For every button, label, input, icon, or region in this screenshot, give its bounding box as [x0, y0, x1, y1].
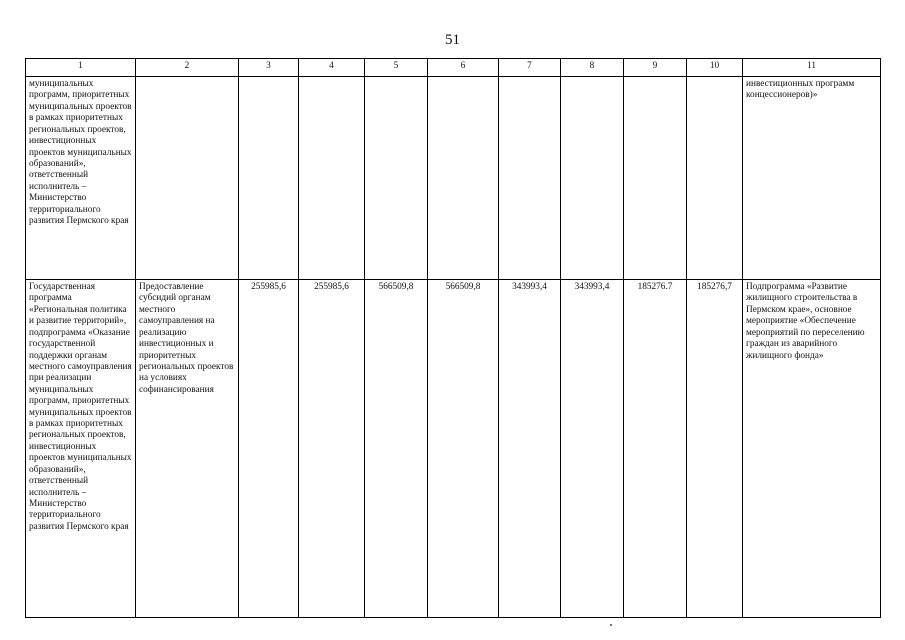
column-number: 11 — [742, 58, 881, 77]
column-number: 1 — [25, 58, 136, 77]
cell-program-name: Государственная программа «Региональная … — [25, 279, 136, 618]
column-number: 4 — [298, 58, 365, 77]
cell-value: 566509,8 — [364, 279, 428, 618]
cell-value: 185276,7 — [686, 279, 743, 618]
cell-value: 255985,6 — [238, 279, 299, 618]
cell-value — [623, 76, 687, 280]
cell-value: 185276.7 — [623, 279, 687, 618]
page-artifact-dot — [610, 624, 612, 626]
cell-value: 255985,6 — [298, 279, 365, 618]
cell-program-name: муниципальных программ, приоритетных мун… — [25, 76, 136, 280]
cell-measure: Предоставление субсидий органам местного… — [135, 279, 239, 618]
table-row: Государственная программа «Региональная … — [25, 279, 881, 618]
column-number: 2 — [135, 58, 239, 77]
cell-note: инвестиционных программ концессионеров)» — [742, 76, 881, 280]
cell-note: Подпрограмма «Развитие жилищного строите… — [742, 279, 881, 618]
column-number: 3 — [238, 58, 299, 77]
cell-value — [427, 76, 499, 280]
column-number: 7 — [498, 58, 561, 77]
cell-value — [498, 76, 561, 280]
cell-value — [298, 76, 365, 280]
cell-value: 343993,4 — [498, 279, 561, 618]
cell-value — [560, 76, 624, 280]
cell-value — [364, 76, 428, 280]
cell-value — [686, 76, 743, 280]
cell-measure — [135, 76, 239, 280]
column-number: 5 — [364, 58, 428, 77]
table-row: муниципальных программ, приоритетных мун… — [25, 76, 881, 280]
data-table: 1 2 3 4 5 6 7 8 9 10 11 муниципальных пр… — [25, 58, 881, 618]
page-number: 51 — [445, 32, 460, 48]
column-number: 6 — [427, 58, 499, 77]
column-number: 8 — [560, 58, 624, 77]
table-header-row: 1 2 3 4 5 6 7 8 9 10 11 — [25, 58, 881, 77]
cell-value: 566509,8 — [427, 279, 499, 618]
cell-value — [238, 76, 299, 280]
cell-value: 343993,4 — [560, 279, 624, 618]
column-number: 9 — [623, 58, 687, 77]
column-number: 10 — [686, 58, 743, 77]
